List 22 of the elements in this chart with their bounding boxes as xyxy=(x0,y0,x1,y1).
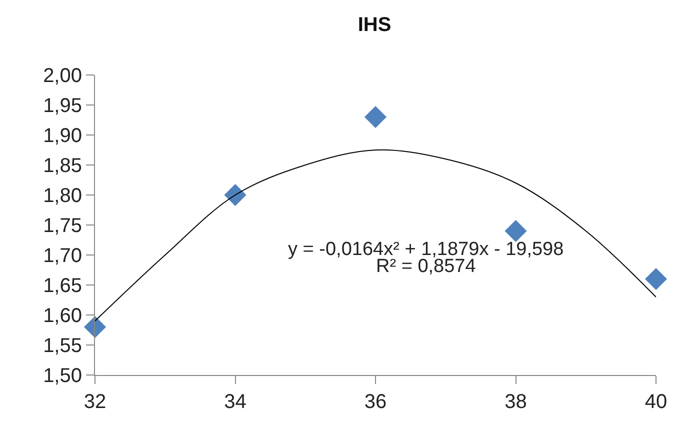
x-tick-label: 34 xyxy=(224,391,246,413)
y-tick-label: 1,50 xyxy=(43,365,82,387)
y-tick-label: 1,95 xyxy=(43,95,82,117)
y-tick-label: 1,90 xyxy=(43,125,82,147)
point xyxy=(224,184,246,206)
y-tick-label: 1,55 xyxy=(43,335,82,357)
y-tick-label: 1,60 xyxy=(43,305,82,327)
y-tick-label: 1,80 xyxy=(43,185,82,207)
x-tick-label: 36 xyxy=(364,391,387,413)
x-tick-label: 32 xyxy=(84,391,106,413)
y-tick-label: 1,75 xyxy=(43,215,82,237)
y-tick-label: 1,70 xyxy=(43,245,82,267)
chart-title: IHS xyxy=(358,14,392,36)
point xyxy=(364,106,387,128)
y-tick-label: 1,85 xyxy=(43,155,82,177)
x-tick-label: 38 xyxy=(504,391,527,413)
point xyxy=(504,220,527,242)
x-tick-label: 40 xyxy=(644,391,668,413)
y-tick-label: 1,65 xyxy=(43,275,82,297)
point xyxy=(84,316,106,338)
y-tick-label: 2,00 xyxy=(43,65,82,87)
point xyxy=(644,268,668,290)
